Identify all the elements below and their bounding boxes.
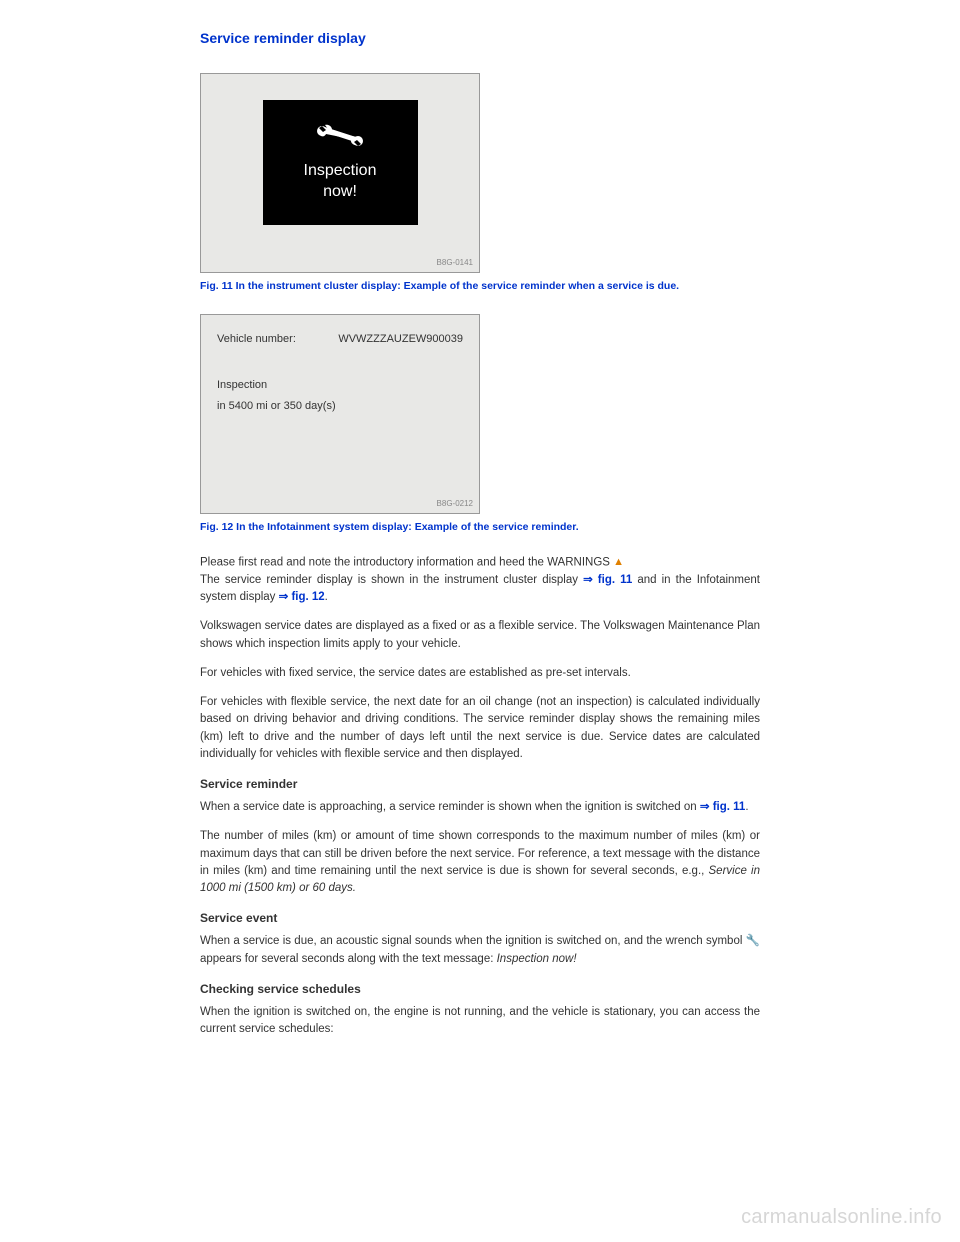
fig1-caption: Fig. 11 In the instrument cluster displa…	[200, 279, 760, 294]
intro-p1d: .	[325, 591, 328, 603]
reminder-p1: When a service date is approaching, a se…	[200, 799, 760, 816]
reminder-p1b: .	[745, 801, 748, 813]
link-fig11-b[interactable]: ⇒ fig. 11	[700, 801, 745, 813]
fig1-text: Inspection now!	[304, 161, 377, 203]
subhead-reminder: Service reminder	[200, 775, 760, 793]
fig2-vn-label: Vehicle number:	[217, 331, 296, 348]
fig1-line2: now!	[304, 182, 377, 203]
intro-paragraph: Please first read and note the introduct…	[200, 554, 760, 606]
figure-1: Inspection now! B8G-0141	[200, 73, 480, 273]
footer-watermark: carmanualsonline.info	[741, 1202, 942, 1232]
fig2-insp-label: Inspection	[217, 377, 463, 394]
intro-p1b: The service reminder display is shown in…	[200, 574, 583, 586]
dates-p3: For vehicles with flexible service, the …	[200, 694, 760, 763]
link-fig12[interactable]: ⇒ fig. 12	[279, 591, 325, 603]
section-title: Service reminder display	[200, 28, 760, 49]
reminder-p1a: When a service date is approaching, a se…	[200, 801, 700, 813]
warning-icon: ▲	[613, 554, 624, 571]
fig1-code: B8G-0141	[437, 257, 473, 269]
fig1-display: Inspection now!	[263, 100, 418, 225]
link-fig11[interactable]: ⇒ fig. 11	[583, 574, 632, 586]
fig1-line1: Inspection	[304, 161, 377, 182]
event-p1-ital: Inspection now!	[497, 953, 577, 965]
subhead-check: Checking service schedules	[200, 980, 760, 998]
event-p1a: When a service is due, an acoustic signa…	[200, 935, 760, 964]
event-p1: When a service is due, an acoustic signa…	[200, 933, 760, 968]
check-p1: When the ignition is switched on, the en…	[200, 1004, 760, 1039]
subhead-event: Service event	[200, 909, 760, 927]
dates-p1: Volkswagen service dates are displayed a…	[200, 618, 760, 653]
reminder-p2a: The number of miles (km) or amount of ti…	[200, 830, 760, 877]
reminder-p2: The number of miles (km) or amount of ti…	[200, 828, 760, 897]
figure-2: Vehicle number: WVWZZZAUZEW900039 Inspec…	[200, 314, 480, 514]
fig2-vn: WVWZZZAUZEW900039	[338, 331, 463, 348]
fig2-insp-detail: in 5400 mi or 350 day(s)	[217, 398, 463, 415]
fig2-caption: Fig. 12 In the Infotainment system displ…	[200, 520, 760, 535]
wrench-icon	[313, 122, 367, 151]
fig2-code: B8G-0212	[437, 498, 473, 510]
dates-p2: For vehicles with fixed service, the ser…	[200, 665, 760, 682]
fig2-content: Vehicle number: WVWZZZAUZEW900039 Inspec…	[217, 331, 463, 415]
intro-p1a: Please first read and note the introduct…	[200, 557, 613, 569]
